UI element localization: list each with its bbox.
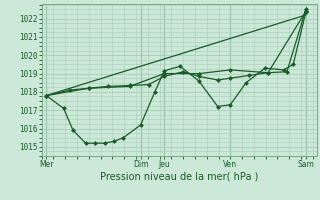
X-axis label: Pression niveau de la mer( hPa ): Pression niveau de la mer( hPa ) (100, 172, 258, 182)
